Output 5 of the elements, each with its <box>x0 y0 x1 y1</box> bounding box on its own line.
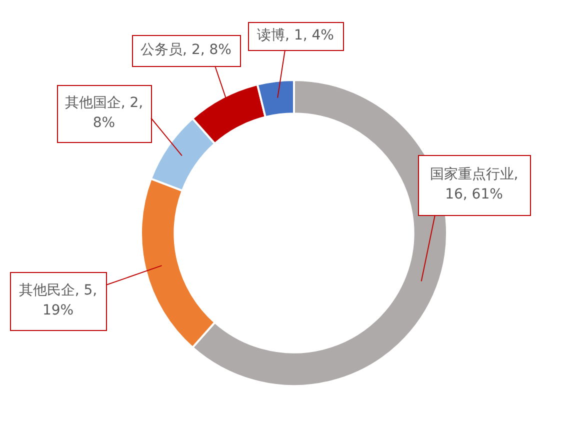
slice-label: 读博, 1, 4% <box>257 28 334 44</box>
slice-label: 其他国企, 2, 8% <box>64 95 144 132</box>
slice-label: 国家重点行业, 16, 61% <box>430 166 518 203</box>
slice-label: 其他民企, 5, 19% <box>18 282 98 319</box>
slice-label: 公务员, 2, 8% <box>140 42 232 58</box>
